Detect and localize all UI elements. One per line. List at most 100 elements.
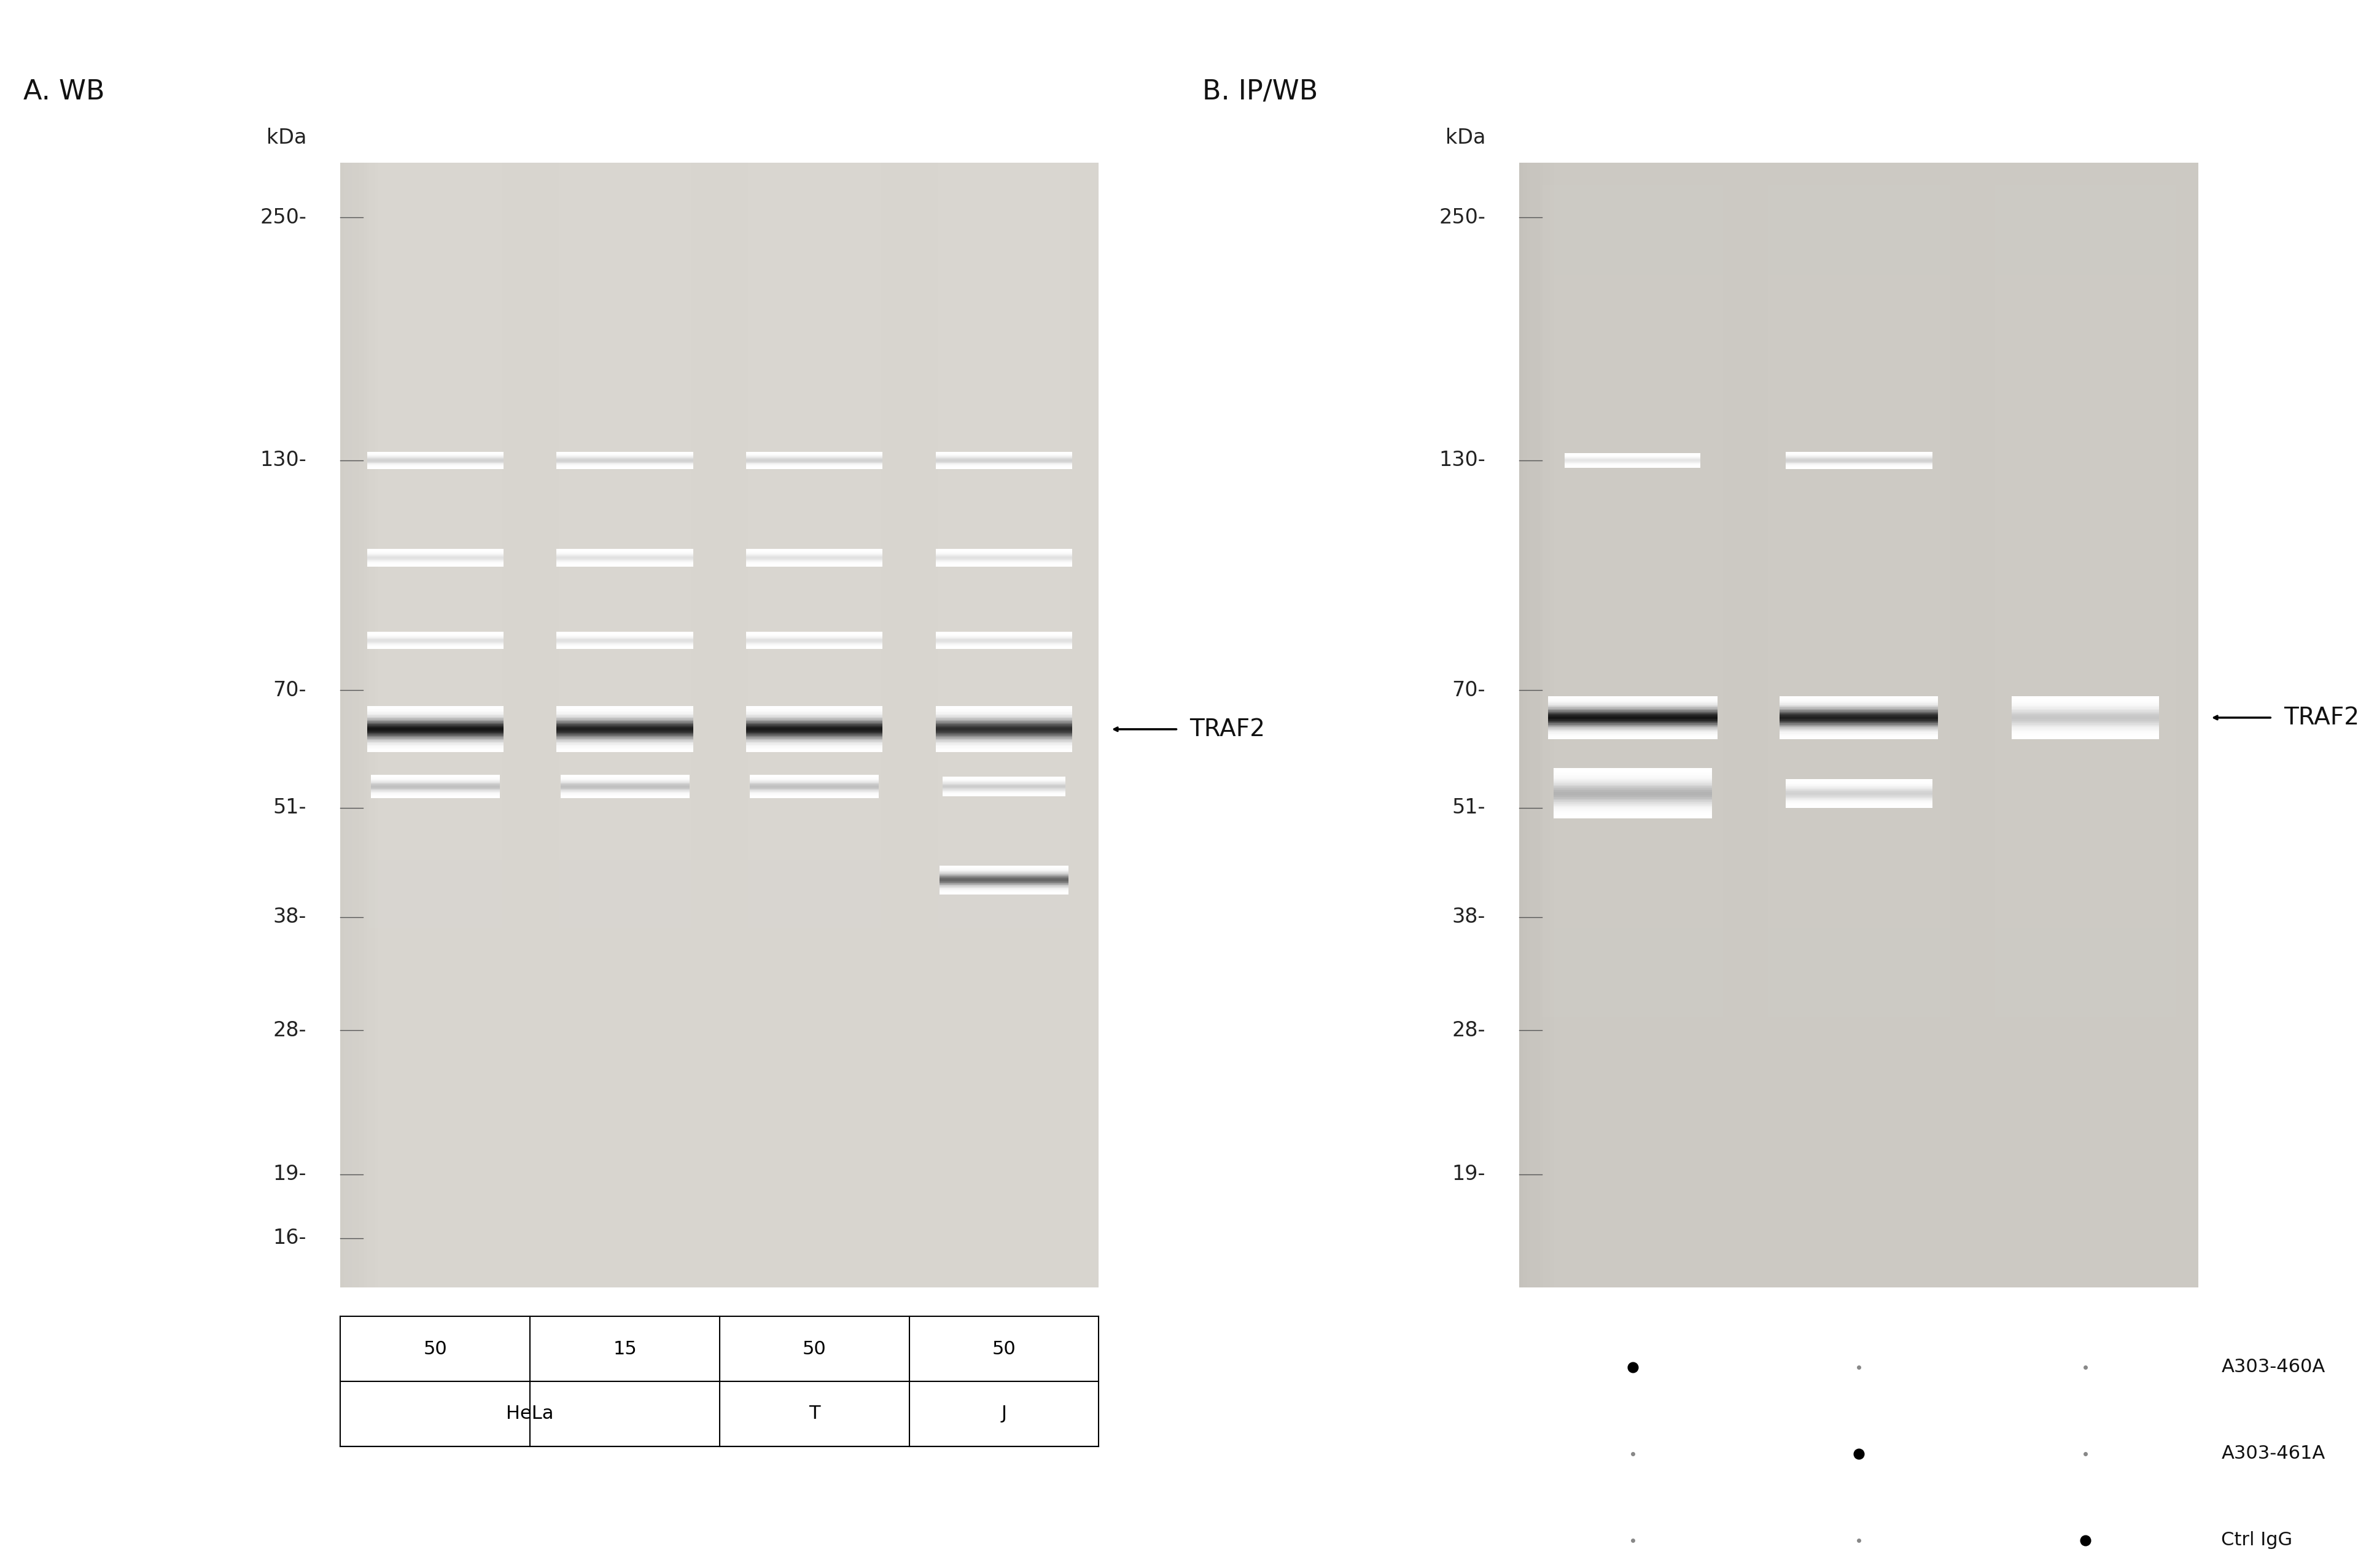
- Bar: [747, 996, 882, 1018]
- Bar: [368, 568, 502, 590]
- Bar: [1542, 478, 1724, 500]
- Text: 19-: 19-: [274, 1163, 307, 1184]
- Bar: [1542, 320, 1724, 342]
- Bar: [349, 163, 351, 1287]
- Bar: [559, 409, 691, 433]
- Bar: [1768, 950, 1950, 972]
- Bar: [1542, 815, 1724, 837]
- Bar: [368, 320, 502, 342]
- Bar: [368, 163, 370, 1287]
- Bar: [1995, 1242, 2176, 1265]
- Bar: [1542, 770, 1724, 792]
- Bar: [1768, 635, 1950, 657]
- Bar: [559, 522, 691, 546]
- Bar: [938, 455, 1071, 478]
- Bar: [1554, 806, 1712, 808]
- Bar: [1542, 522, 1724, 546]
- Bar: [1995, 770, 2176, 792]
- Bar: [1542, 883, 1724, 905]
- Bar: [559, 365, 691, 387]
- Bar: [344, 163, 349, 1287]
- Text: 19-: 19-: [1453, 1163, 1486, 1184]
- Bar: [938, 972, 1071, 996]
- Bar: [1554, 790, 1712, 792]
- Bar: [938, 546, 1071, 568]
- Bar: [1768, 230, 1950, 252]
- Bar: [938, 1242, 1071, 1265]
- Bar: [1995, 522, 2176, 546]
- Bar: [368, 972, 502, 996]
- Bar: [1995, 861, 2176, 883]
- Bar: [1995, 590, 2176, 613]
- Bar: [1519, 163, 1523, 1287]
- Bar: [368, 500, 502, 522]
- Bar: [938, 185, 1071, 207]
- Bar: [1542, 409, 1724, 433]
- Bar: [1995, 433, 2176, 455]
- Bar: [368, 207, 502, 230]
- Bar: [1768, 1063, 1950, 1085]
- Bar: [1554, 771, 1712, 773]
- Bar: [938, 905, 1071, 928]
- Bar: [938, 950, 1071, 972]
- Bar: [368, 928, 502, 950]
- Bar: [368, 905, 502, 928]
- Bar: [1554, 803, 1712, 806]
- Text: kDa: kDa: [1445, 127, 1486, 147]
- Bar: [1995, 409, 2176, 433]
- Bar: [747, 657, 882, 681]
- Bar: [1768, 613, 1950, 635]
- Bar: [356, 163, 358, 1287]
- Bar: [1995, 1198, 2176, 1220]
- Bar: [1554, 812, 1712, 814]
- Bar: [1554, 773, 1712, 775]
- Bar: [1542, 635, 1724, 657]
- Bar: [747, 387, 882, 409]
- Bar: [1554, 817, 1712, 818]
- Bar: [1519, 163, 2198, 1287]
- Bar: [1768, 342, 1950, 365]
- Bar: [559, 230, 691, 252]
- Text: 28-: 28-: [1453, 1021, 1486, 1041]
- Bar: [1768, 1152, 1950, 1174]
- Bar: [1768, 724, 1950, 748]
- Text: A. WB: A. WB: [24, 78, 106, 105]
- Bar: [1542, 433, 1724, 455]
- Bar: [368, 1198, 502, 1220]
- Bar: [1768, 1265, 1950, 1287]
- Bar: [1995, 185, 2176, 207]
- Bar: [368, 724, 502, 748]
- Bar: [559, 702, 691, 724]
- Bar: [747, 702, 882, 724]
- Bar: [747, 815, 882, 837]
- Bar: [1542, 1220, 1724, 1242]
- Bar: [1995, 500, 2176, 522]
- Bar: [559, 928, 691, 950]
- Bar: [368, 1018, 502, 1040]
- Bar: [368, 635, 502, 657]
- Bar: [1542, 905, 1724, 928]
- Bar: [559, 724, 691, 748]
- Bar: [1768, 207, 1950, 230]
- Text: J: J: [1002, 1405, 1007, 1422]
- Bar: [559, 546, 691, 568]
- Bar: [1542, 1265, 1724, 1287]
- Bar: [1542, 1198, 1724, 1220]
- Bar: [368, 1131, 502, 1152]
- Bar: [747, 1107, 882, 1131]
- Bar: [368, 522, 502, 546]
- Bar: [559, 770, 691, 792]
- Bar: [368, 702, 502, 724]
- Bar: [747, 1063, 882, 1085]
- Bar: [747, 950, 882, 972]
- Bar: [1995, 972, 2176, 996]
- Bar: [938, 500, 1071, 522]
- Bar: [368, 387, 502, 409]
- Bar: [559, 1018, 691, 1040]
- Bar: [1542, 1018, 1724, 1040]
- Bar: [747, 185, 882, 207]
- Bar: [1995, 298, 2176, 320]
- Bar: [747, 635, 882, 657]
- Text: 51-: 51-: [1453, 798, 1486, 818]
- Text: TRAF2: TRAF2: [1188, 718, 1264, 742]
